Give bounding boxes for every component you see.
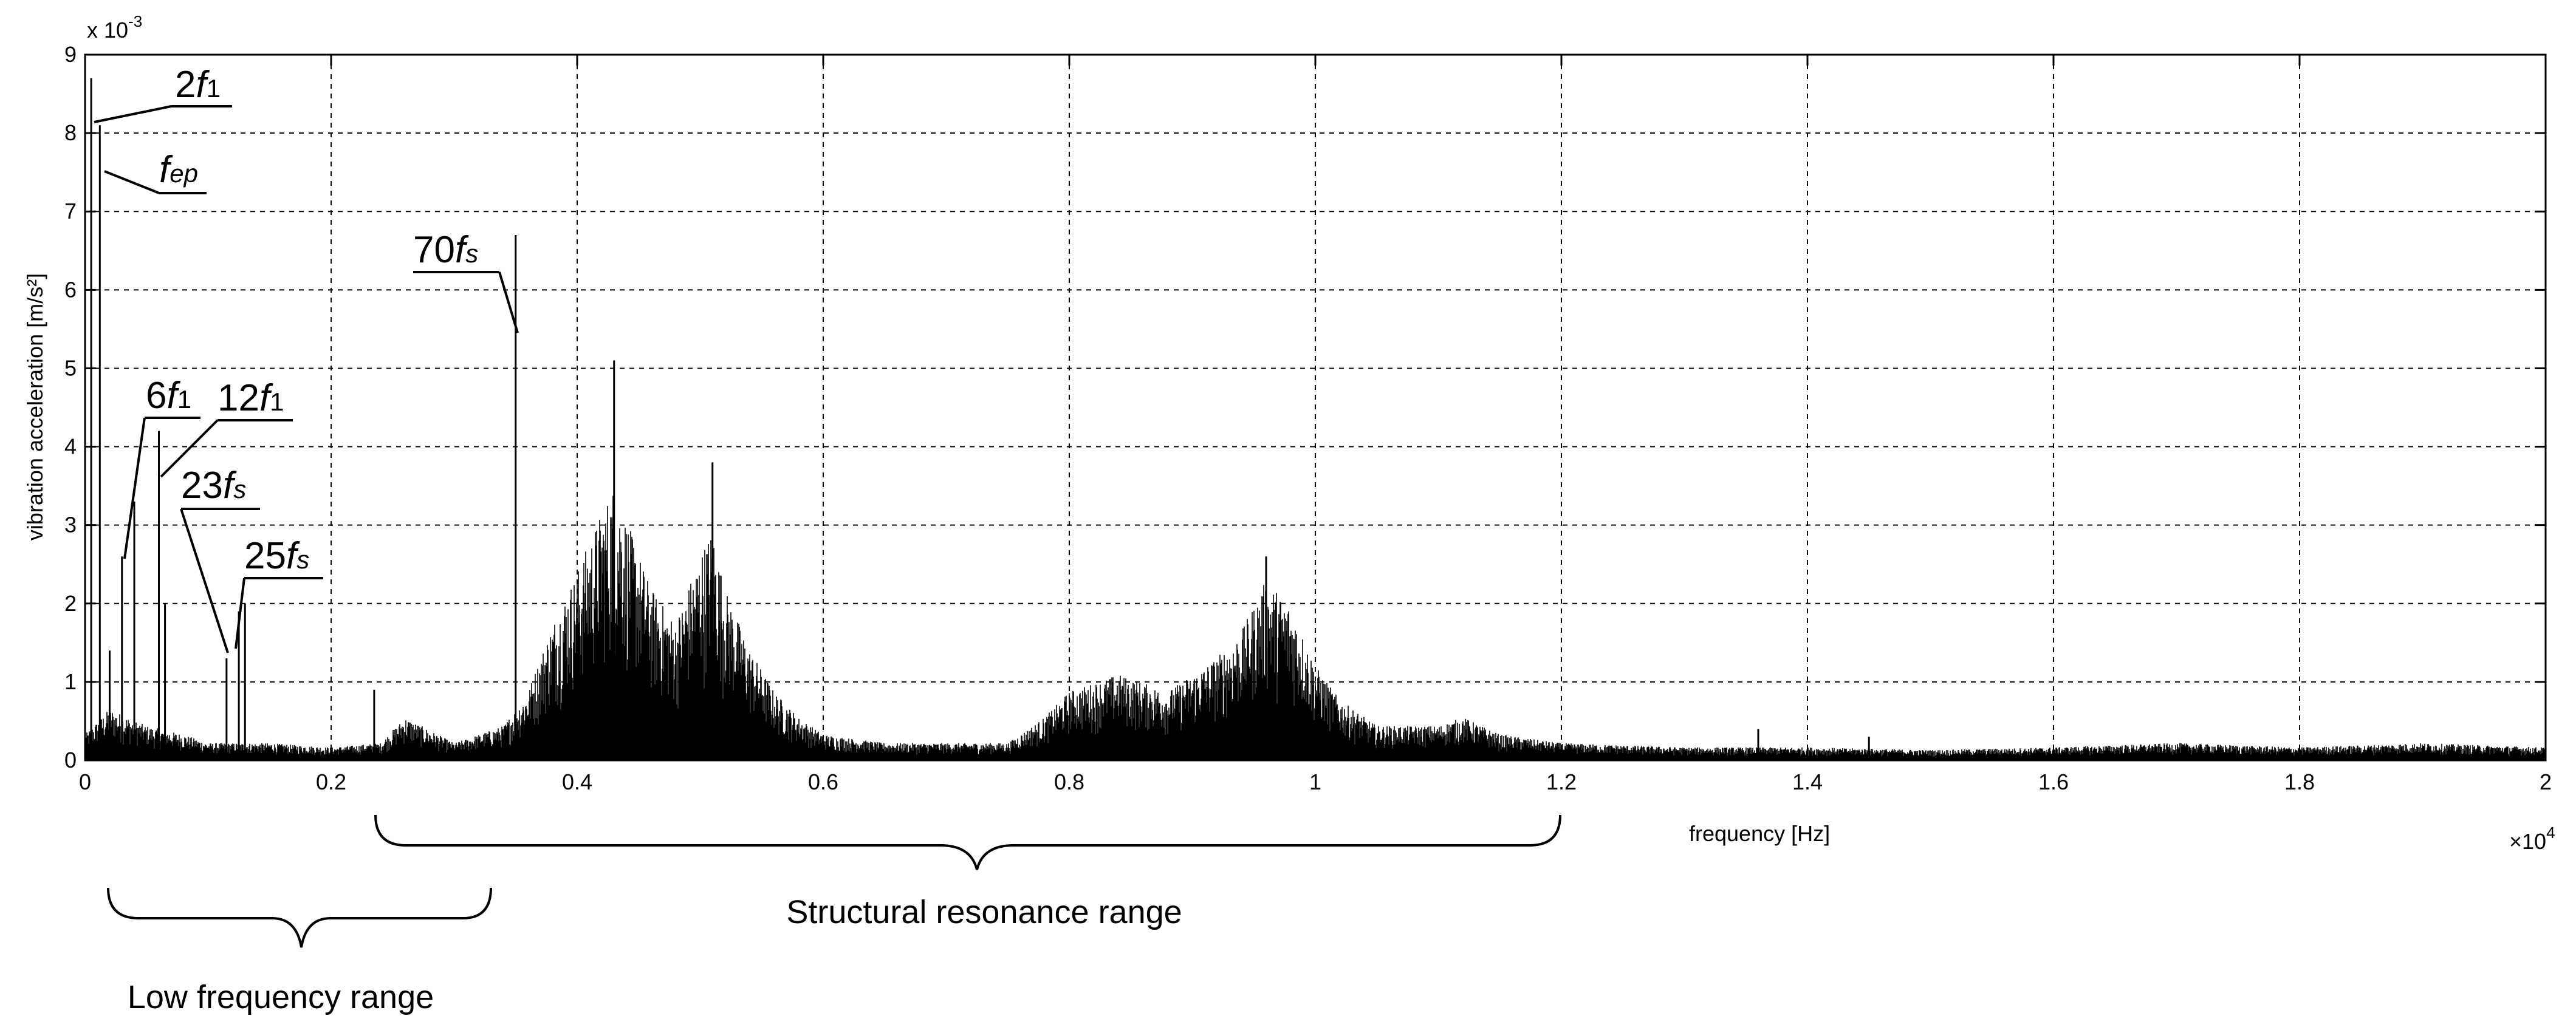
spectrum-peaks — [90, 78, 1870, 760]
y-tick-label-3: 3 — [64, 513, 77, 537]
annotation-12f1 — [160, 419, 293, 478]
annotation-23fs-label: 23fs — [181, 465, 246, 506]
low-frequency-range-brace — [107, 887, 492, 948]
annotation-23fs — [180, 508, 260, 653]
x-tick-label-4: 0.8 — [1054, 769, 1084, 794]
x-tick-label-5: 1 — [1309, 769, 1321, 794]
x-tick-label-6: 1.2 — [1546, 769, 1577, 794]
y-tick-label-6: 6 — [64, 277, 77, 302]
y-tick-label-5: 5 — [64, 355, 77, 380]
x-tick-label-8: 1.6 — [2038, 769, 2069, 794]
y-tick-label-8: 8 — [64, 120, 77, 145]
y-axis-ticks: 0 1 2 3 4 5 6 7 8 9 — [64, 42, 2546, 772]
annotation-6f1-label: 6f1 — [146, 375, 191, 417]
annotation-2f1 — [94, 105, 232, 123]
x-axis-ticks: 0 0.2 0.4 0.6 0.8 1 1.2 1.4 1.6 1.8 2 — [79, 55, 2552, 794]
y-scale-label: x 10-3 — [87, 12, 142, 43]
y-tick-label-1: 1 — [64, 669, 77, 694]
x-tick-label-9: 1.8 — [2284, 769, 2315, 794]
y-tick-label-7: 7 — [64, 199, 77, 223]
x-tick-label-3: 0.6 — [808, 769, 838, 794]
structural-range-brace — [374, 814, 1561, 870]
y-tick-label-0: 0 — [64, 748, 77, 772]
x-tick-label-10: 2 — [2540, 769, 2552, 794]
x-tick-label-0: 0 — [79, 769, 91, 794]
low-frequency-range-label: Low frequency range — [128, 979, 434, 1015]
x-scale-label: ×104 — [2509, 823, 2555, 854]
annotation-6f1 — [123, 417, 200, 559]
x-axis-label: frequency [Hz] — [1689, 821, 1830, 846]
annotation-fep — [104, 170, 207, 194]
annotation-70fs — [413, 271, 519, 333]
y-tick-label-4: 4 — [64, 434, 77, 459]
x-tick-label-1: 0.2 — [316, 769, 346, 794]
annotation-70fs-label: 70fs — [413, 229, 478, 271]
grid — [85, 55, 2546, 760]
structural-range-label: Structural resonance range — [786, 894, 1182, 930]
annotation-12f1-label: 12f1 — [218, 377, 284, 419]
y-tick-label-9: 9 — [64, 42, 77, 67]
annotation-25fs — [235, 577, 323, 649]
annotation-2f1-label: 2f1 — [175, 64, 221, 106]
y-tick-label-2: 2 — [64, 591, 77, 616]
x-tick-label-7: 1.4 — [1792, 769, 1823, 794]
x-tick-label-2: 0.4 — [562, 769, 592, 794]
annotation-25fs-label: 25fs — [244, 535, 309, 577]
annotation-fep-label: fep — [159, 149, 198, 191]
y-axis-label: vibration acceleration [m/s²] — [22, 273, 47, 540]
